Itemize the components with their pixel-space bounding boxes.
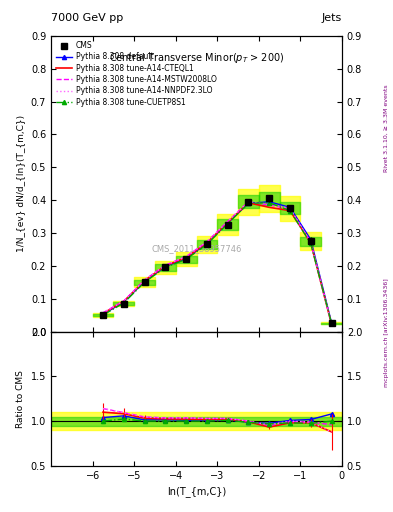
Pythia 8.308 tune-A14-CTEQL1 [225,219,230,225]
Y-axis label: Ratio to CMS: Ratio to CMS [16,370,25,428]
Pythia 8.308 tune-A14-NNPDF2.3LO [309,239,313,245]
Pythia 8.308 default [267,199,272,205]
Pythia 8.308 tune-A14-CTEQL1 [329,321,334,327]
Text: mcplots.cern.ch [arXiv:1306.3436]: mcplots.cern.ch [arXiv:1306.3436] [384,279,389,387]
Pythia 8.308 tune-A14-NNPDF2.3LO [267,201,272,207]
Pythia 8.308 tune-CUETP8S1 [142,279,147,285]
Pythia 8.308 tune-CUETP8S1 [288,207,292,214]
Pythia 8.308 tune-A14-MSTW2008LO [309,239,313,245]
Pythia 8.308 tune-A14-NNPDF2.3LO [121,298,126,304]
Pythia 8.308 tune-A14-MSTW2008LO [142,277,147,283]
Pythia 8.308 tune-CUETP8S1 [246,200,251,206]
Y-axis label: 1/N_{ev} dN/d_{ln}(T_{m,C}): 1/N_{ev} dN/d_{ln}(T_{m,C}) [16,115,25,252]
Pythia 8.308 tune-A14-CTEQL1 [309,240,313,246]
Pythia 8.308 tune-A14-CTEQL1 [246,200,251,206]
Text: CMS_2011_S8957746: CMS_2011_S8957746 [151,244,242,253]
Text: Central Transverse Minor($p_{\it{T}}$ > 200): Central Transverse Minor($p_{\it{T}}$ > … [109,51,284,65]
Pythia 8.308 tune-CUETP8S1 [309,241,313,247]
Pythia 8.308 tune-A14-NNPDF2.3LO [184,253,189,260]
Legend: CMS, Pythia 8.308 default, Pythia 8.308 tune-A14-CTEQL1, Pythia 8.308 tune-A14-M: CMS, Pythia 8.308 default, Pythia 8.308 … [53,38,219,110]
Pythia 8.308 default [309,237,313,243]
Pythia 8.308 tune-A14-NNPDF2.3LO [142,277,147,283]
Pythia 8.308 tune-A14-MSTW2008LO [225,219,230,225]
Pythia 8.308 tune-A14-NNPDF2.3LO [288,205,292,211]
Line: Pythia 8.308 default: Pythia 8.308 default [101,200,334,325]
Pythia 8.308 default [225,220,230,226]
Pythia 8.308 tune-CUETP8S1 [121,300,126,306]
Pythia 8.308 tune-A14-MSTW2008LO [163,262,168,268]
Pythia 8.308 tune-A14-NNPDF2.3LO [246,199,251,205]
Pythia 8.308 tune-A14-MSTW2008LO [329,321,334,327]
Pythia 8.308 tune-CUETP8S1 [329,320,334,326]
Pythia 8.308 tune-A14-NNPDF2.3LO [101,310,105,316]
Line: Pythia 8.308 tune-CUETP8S1: Pythia 8.308 tune-CUETP8S1 [101,201,334,326]
Pythia 8.308 tune-A14-MSTW2008LO [101,310,105,316]
Pythia 8.308 default [184,255,189,262]
Pythia 8.308 default [246,200,251,206]
Text: Rivet 3.1.10, ≥ 3.3M events: Rivet 3.1.10, ≥ 3.3M events [384,84,389,172]
Pythia 8.308 tune-A14-CTEQL1 [288,207,292,214]
Pythia 8.308 tune-A14-MSTW2008LO [267,202,272,208]
Pythia 8.308 default [163,263,168,269]
Pythia 8.308 tune-CUETP8S1 [267,200,272,206]
Pythia 8.308 tune-A14-CTEQL1 [184,254,189,261]
Pythia 8.308 tune-A14-MSTW2008LO [288,206,292,212]
X-axis label: ln(T_{m,C}): ln(T_{m,C}) [167,486,226,497]
Line: Pythia 8.308 tune-A14-NNPDF2.3LO: Pythia 8.308 tune-A14-NNPDF2.3LO [103,202,332,324]
Pythia 8.308 tune-A14-MSTW2008LO [204,239,209,245]
Text: 7000 GeV pp: 7000 GeV pp [51,13,123,23]
Pythia 8.308 tune-A14-CTEQL1 [142,278,147,284]
Pythia 8.308 default [121,299,126,305]
Pythia 8.308 tune-A14-CTEQL1 [267,204,272,210]
Pythia 8.308 tune-A14-CTEQL1 [163,263,168,269]
Pythia 8.308 tune-CUETP8S1 [163,264,168,270]
Pythia 8.308 tune-CUETP8S1 [184,256,189,262]
Pythia 8.308 tune-A14-CTEQL1 [204,240,209,246]
Pythia 8.308 tune-A14-CTEQL1 [121,298,126,304]
Pythia 8.308 tune-A14-NNPDF2.3LO [225,219,230,225]
Line: Pythia 8.308 tune-A14-CTEQL1: Pythia 8.308 tune-A14-CTEQL1 [103,203,332,324]
Pythia 8.308 tune-A14-MSTW2008LO [184,253,189,260]
Pythia 8.308 tune-CUETP8S1 [101,312,105,318]
Pythia 8.308 default [204,241,209,247]
Pythia 8.308 default [142,279,147,285]
Pythia 8.308 tune-A14-MSTW2008LO [121,298,126,304]
Pythia 8.308 tune-CUETP8S1 [225,221,230,227]
Pythia 8.308 tune-A14-NNPDF2.3LO [163,262,168,268]
Text: Jets: Jets [321,13,342,23]
Pythia 8.308 default [101,311,105,317]
Pythia 8.308 tune-A14-NNPDF2.3LO [329,321,334,327]
Pythia 8.308 tune-A14-NNPDF2.3LO [204,239,209,245]
Line: Pythia 8.308 tune-A14-MSTW2008LO: Pythia 8.308 tune-A14-MSTW2008LO [103,202,332,324]
Pythia 8.308 default [288,204,292,210]
Pythia 8.308 default [329,319,334,326]
Pythia 8.308 tune-A14-MSTW2008LO [246,199,251,205]
Pythia 8.308 tune-A14-CTEQL1 [101,310,105,316]
Pythia 8.308 tune-CUETP8S1 [204,241,209,247]
